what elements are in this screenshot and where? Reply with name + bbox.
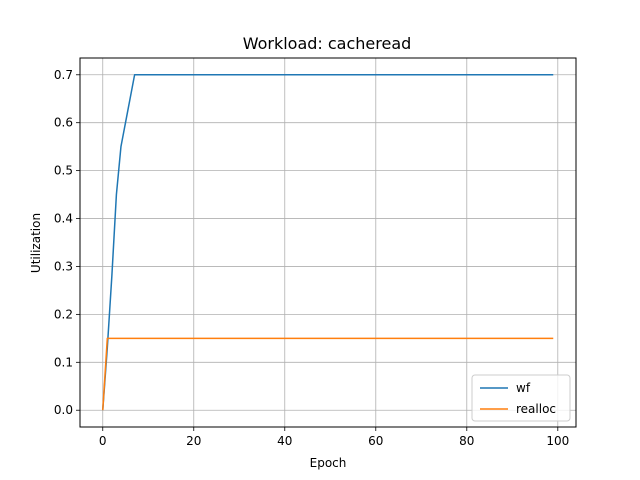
- legend-label-realloc: realloc: [516, 402, 556, 416]
- y-tick-label: 0.0: [54, 403, 73, 417]
- legend-label-wf: wf: [516, 381, 531, 395]
- series-lines: [102, 74, 554, 411]
- axis-ticks: 0 20 40 60 80 100 0.0 0.1 0.2 0.3 0.4 0.5 0.6 0.7: [54, 68, 569, 448]
- x-axis-label: Epoch: [310, 456, 347, 470]
- y-tick-label: 0.1: [54, 355, 73, 369]
- x-tick-label: 80: [459, 434, 474, 448]
- series-line-wf: [102, 74, 554, 411]
- legend: wf realloc: [471, 374, 571, 422]
- y-tick-label: 0.4: [54, 212, 73, 226]
- y-axis-label: Utilization: [29, 213, 43, 273]
- x-tick-label: 60: [368, 434, 383, 448]
- x-tick-label: 0: [99, 434, 107, 448]
- y-tick-label: 0.7: [54, 68, 73, 82]
- y-tick-label: 0.5: [54, 164, 73, 178]
- y-tick-label: 0.2: [54, 307, 73, 321]
- y-tick-label: 0.3: [54, 259, 73, 273]
- x-tick-label: 40: [277, 434, 292, 448]
- series-line-realloc: [102, 337, 554, 411]
- chart-title: Workload: cacheread: [243, 34, 412, 53]
- y-tick-label: 0.6: [54, 116, 73, 130]
- plot-frame: [79, 57, 577, 428]
- x-tick-label: 100: [546, 434, 569, 448]
- x-tick-label: 20: [186, 434, 201, 448]
